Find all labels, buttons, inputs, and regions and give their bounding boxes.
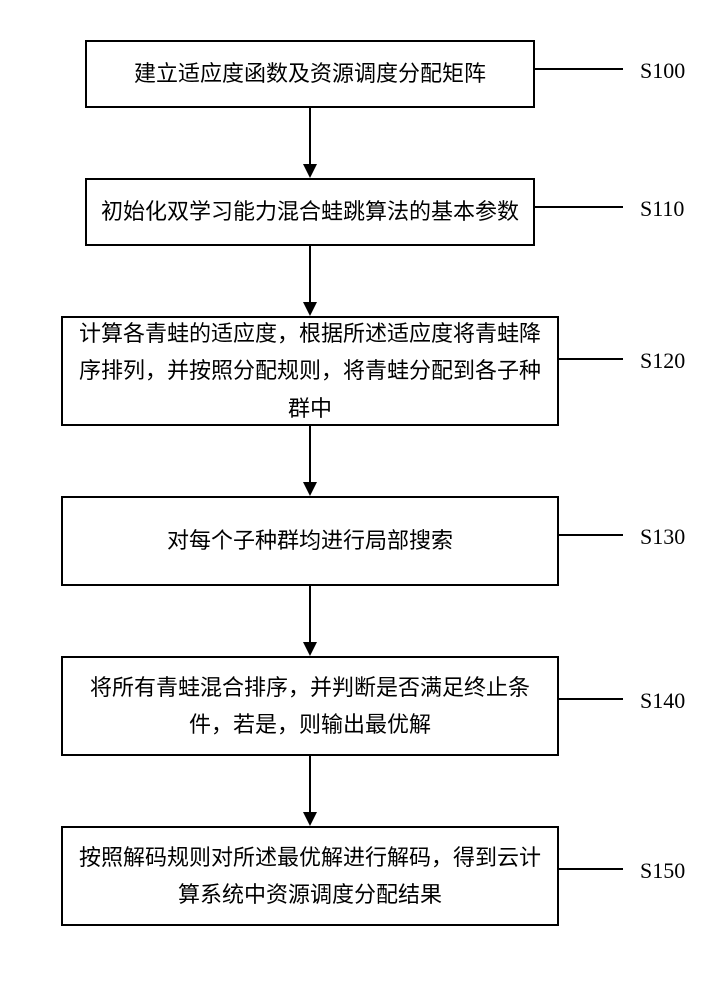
step-text: 初始化双学习能力混合蛙跳算法的基本参数 — [101, 193, 519, 230]
leader-line — [535, 206, 623, 208]
step-label-s110: S110 — [640, 196, 684, 222]
step-label-s130: S130 — [640, 524, 685, 550]
step-box-s100: 建立适应度函数及资源调度分配矩阵 — [85, 40, 535, 108]
arrow-line — [309, 426, 311, 482]
step-text: 计算各青蛙的适应度，根据所述适应度将青蛙降序排列，并按照分配规则，将青蛙分配到各… — [75, 315, 545, 427]
arrow-head-icon — [303, 302, 317, 316]
step-label-s120: S120 — [640, 348, 685, 374]
arrow-line — [309, 246, 311, 302]
step-text: 对每个子种群均进行局部搜索 — [167, 522, 453, 559]
leader-line — [559, 698, 623, 700]
step-box-s110: 初始化双学习能力混合蛙跳算法的基本参数 — [85, 178, 535, 246]
step-text: 按照解码规则对所述最优解进行解码，得到云计算系统中资源调度分配结果 — [75, 839, 545, 914]
flowchart-container: 建立适应度函数及资源调度分配矩阵 S100 初始化双学习能力混合蛙跳算法的基本参… — [0, 0, 722, 1000]
step-label-s150: S150 — [640, 858, 685, 884]
arrow-line — [309, 756, 311, 812]
arrow-line — [309, 108, 311, 164]
leader-line — [559, 358, 623, 360]
leader-line — [559, 868, 623, 870]
arrow-head-icon — [303, 812, 317, 826]
arrow-line — [309, 586, 311, 642]
step-box-s150: 按照解码规则对所述最优解进行解码，得到云计算系统中资源调度分配结果 — [61, 826, 559, 926]
arrow-head-icon — [303, 642, 317, 656]
arrow-head-icon — [303, 164, 317, 178]
step-box-s140: 将所有青蛙混合排序，并判断是否满足终止条件，若是，则输出最优解 — [61, 656, 559, 756]
step-text: 建立适应度函数及资源调度分配矩阵 — [134, 55, 486, 92]
step-box-s120: 计算各青蛙的适应度，根据所述适应度将青蛙降序排列，并按照分配规则，将青蛙分配到各… — [61, 316, 559, 426]
step-label-s100: S100 — [640, 58, 685, 84]
leader-line — [535, 68, 623, 70]
step-text: 将所有青蛙混合排序，并判断是否满足终止条件，若是，则输出最优解 — [75, 669, 545, 744]
arrow-head-icon — [303, 482, 317, 496]
leader-line — [559, 534, 623, 536]
step-label-s140: S140 — [640, 688, 685, 714]
step-box-s130: 对每个子种群均进行局部搜索 — [61, 496, 559, 586]
